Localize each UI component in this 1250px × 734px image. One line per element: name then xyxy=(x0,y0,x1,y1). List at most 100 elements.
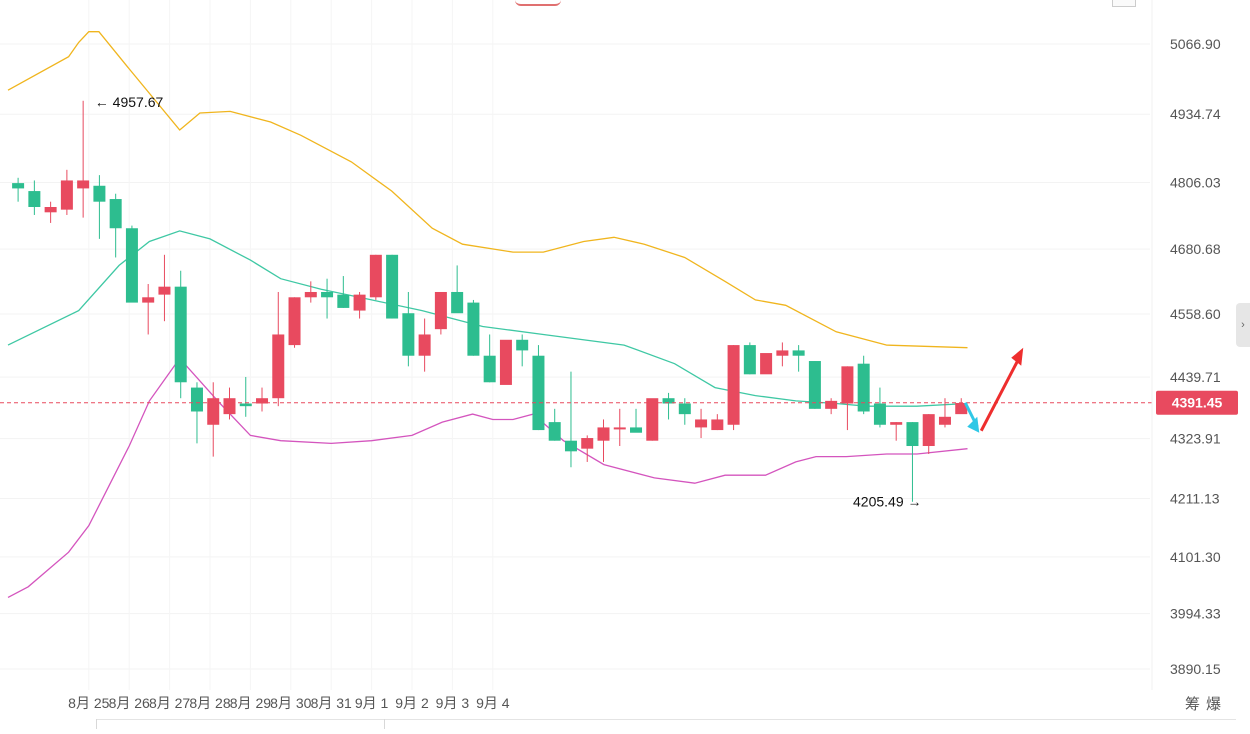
candle-28 xyxy=(467,299,480,356)
candle-58 xyxy=(955,398,968,415)
candle-16 xyxy=(272,291,285,407)
candle-body xyxy=(613,427,626,430)
candle-body xyxy=(695,419,708,428)
candle-48 xyxy=(792,345,805,372)
candle-body xyxy=(516,339,529,351)
candle-7 xyxy=(125,225,138,303)
annotation-label-1: 4205.49 → xyxy=(853,494,922,510)
bottom-divider xyxy=(96,719,1236,729)
candle-body xyxy=(109,199,122,229)
candle-body xyxy=(727,345,740,425)
top-indicator-mark xyxy=(515,0,561,6)
candle-14 xyxy=(239,376,252,417)
candle-body xyxy=(467,302,480,356)
x-tick-label-10: 9月 4 xyxy=(476,695,510,711)
candle-23 xyxy=(386,254,399,319)
candle-body xyxy=(44,207,57,213)
candle-26 xyxy=(434,291,447,335)
annotations: ← 4957.67 4205.49 → xyxy=(95,94,922,510)
candle-body xyxy=(776,350,789,356)
candle-11 xyxy=(190,382,203,444)
current-price-marker: 4391.45 xyxy=(0,390,1238,415)
candle-body xyxy=(402,313,415,356)
candle-49 xyxy=(808,361,821,409)
candle-body xyxy=(630,427,643,433)
candle-15 xyxy=(256,387,269,412)
current-price-label: 4391.45 xyxy=(1172,395,1223,411)
x-tick-label-7: 9月 1 xyxy=(355,695,389,711)
chevron-right-icon: › xyxy=(1241,319,1245,331)
y-tick-label-9: 3994.33 xyxy=(1170,606,1221,622)
x-tick-label-8: 9月 2 xyxy=(395,695,429,711)
candle-13 xyxy=(223,387,236,420)
candle-8 xyxy=(142,284,155,335)
candle-body xyxy=(841,366,854,404)
arrow-up-shaft xyxy=(979,357,1021,432)
candle-27 xyxy=(451,265,464,314)
candle-body xyxy=(12,183,25,189)
top-toolbar-button[interactable] xyxy=(1112,0,1136,7)
arrow-down-head xyxy=(967,416,980,433)
candle-body xyxy=(158,286,171,295)
candle-body xyxy=(386,254,399,319)
y-tick-label-5: 4439.71 xyxy=(1170,369,1221,385)
x-tick-label-3: 8月 28 xyxy=(189,695,230,711)
candle-body xyxy=(434,291,447,330)
candle-body xyxy=(548,422,561,441)
tab-liquidation[interactable]: 爆 xyxy=(1206,696,1222,713)
candle-body xyxy=(808,361,821,409)
candle-32 xyxy=(532,345,545,431)
candle-body xyxy=(28,191,41,208)
candle-30 xyxy=(499,339,512,385)
candle-body xyxy=(532,355,545,431)
candle-body xyxy=(743,345,756,375)
x-tick-label-1: 8月 26 xyxy=(109,695,150,711)
x-tick-label-5: 8月 30 xyxy=(270,695,311,711)
y-tick-label-2: 4806.03 xyxy=(1170,175,1221,191)
candle-46 xyxy=(760,353,773,375)
candle-body xyxy=(174,286,187,383)
candle-body xyxy=(272,334,285,399)
bottom-tabs: 筹 爆 xyxy=(1185,693,1221,714)
candle-body xyxy=(711,419,724,431)
x-tick-label-9: 9月 3 xyxy=(436,695,470,711)
candle-10 xyxy=(174,270,187,399)
candle-43 xyxy=(711,414,724,431)
candle-body xyxy=(564,440,577,452)
candle-25 xyxy=(418,318,431,372)
candle-18 xyxy=(304,281,317,303)
candle-body xyxy=(499,339,512,385)
tab-chips[interactable]: 筹 xyxy=(1185,696,1201,713)
side-panel-toggle[interactable]: › xyxy=(1236,303,1250,347)
y-tick-label-8: 4101.30 xyxy=(1170,549,1221,565)
candle-36 xyxy=(597,419,610,462)
candle-body xyxy=(304,291,317,298)
candle-body xyxy=(662,398,675,404)
candle-body xyxy=(353,294,366,311)
y-tick-label-3: 4680.68 xyxy=(1170,241,1221,257)
candle-50 xyxy=(825,398,838,415)
candle-4 xyxy=(77,100,90,218)
candle-34 xyxy=(564,371,577,468)
y-tick-label-1: 4934.74 xyxy=(1170,106,1221,122)
candle-41 xyxy=(678,398,691,425)
candle-47 xyxy=(776,342,789,367)
candle-body xyxy=(207,398,220,425)
y-tick-label-7: 4211.13 xyxy=(1170,491,1220,507)
candle-29 xyxy=(483,334,496,383)
candle-body xyxy=(142,297,155,303)
candle-53 xyxy=(873,387,886,428)
y-tick-label-6: 4323.91 xyxy=(1170,431,1221,447)
x-axis: 8月 25 8月 26 8月 27 8月 28 8月 29 8月 30 8月 31 9月 1 9… xyxy=(68,695,510,711)
candle-body xyxy=(825,400,838,409)
candle-45 xyxy=(743,342,756,375)
candle-44 xyxy=(727,345,740,431)
x-tick-label-2: 8月 27 xyxy=(149,695,190,711)
candle-body xyxy=(369,254,382,298)
candle-body xyxy=(239,403,252,407)
x-tick-label-4: 8月 29 xyxy=(230,695,271,711)
y-axis: 5066.90 4934.74 4806.03 4680.68 4558.60 4439.… xyxy=(1151,0,1221,690)
upper-band-line xyxy=(7,31,968,349)
candle-33 xyxy=(548,408,561,441)
